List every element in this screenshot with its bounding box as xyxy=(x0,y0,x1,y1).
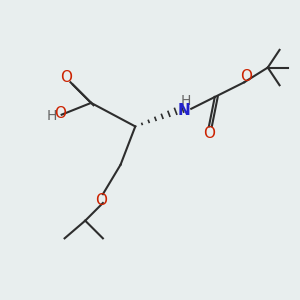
Text: H: H xyxy=(46,109,56,123)
Text: O: O xyxy=(95,193,107,208)
Text: O: O xyxy=(54,106,66,121)
Text: N: N xyxy=(178,103,190,118)
Text: O: O xyxy=(240,69,252,84)
Text: O: O xyxy=(203,126,215,141)
Text: H: H xyxy=(180,94,190,108)
Text: O: O xyxy=(60,70,72,86)
